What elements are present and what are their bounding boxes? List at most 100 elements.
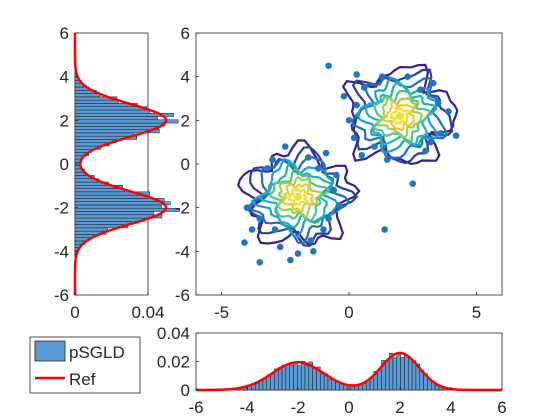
joint-y-tick-label: -6 <box>175 286 190 305</box>
scatter-point <box>417 86 424 94</box>
joint-panel: -6 -4 -2 0 2 4 6 -5 0 5 <box>175 24 503 322</box>
scatter-point <box>381 226 389 233</box>
contour-line <box>236 139 361 247</box>
scatter-point <box>332 171 340 179</box>
bottom-marginal-x-ticks: -6 -4 -2 0 2 4 6 <box>188 387 507 417</box>
legend-pSGLD-label: pSGLD <box>69 343 125 362</box>
scatter-point <box>269 156 276 163</box>
legend-pSGLD-swatch <box>34 340 66 362</box>
joint-x-tick-label: 0 <box>344 303 353 322</box>
left-y-tick-label: 0 <box>60 155 69 174</box>
scatter-point <box>325 215 332 222</box>
contour-line <box>287 187 309 207</box>
scatter-point <box>350 134 358 142</box>
joint-x-ticks: -5 0 5 <box>214 292 481 322</box>
left-y-tick-label: 6 <box>60 24 69 43</box>
bottom-hist-bar <box>320 373 325 391</box>
contour-line <box>277 175 323 219</box>
left-y-tick-label: 2 <box>60 111 69 130</box>
joint-contours <box>236 63 459 247</box>
bottom-x-tick-label: 4 <box>446 398 455 417</box>
bottom-hist-bar <box>408 358 413 391</box>
left-hist-bar <box>74 217 145 222</box>
scatter-point <box>315 165 322 172</box>
scatter-point <box>310 248 317 255</box>
left-hist-bar <box>74 122 165 127</box>
scatter-point <box>276 243 284 251</box>
joint-x-tick-label: 5 <box>472 303 481 322</box>
scatter-point <box>325 62 332 70</box>
bottom-hist-bar <box>385 361 390 391</box>
scatter-point <box>243 204 251 211</box>
bottom-hist-bar <box>285 363 290 391</box>
scatter-point <box>358 151 366 159</box>
scatter-point <box>271 226 279 233</box>
bottom-hist-bar <box>396 352 401 391</box>
joint-y-tick-label: 2 <box>181 111 190 130</box>
bottom-hist-bar <box>300 361 306 391</box>
scatter-point <box>294 250 302 257</box>
scatter-point <box>264 165 271 172</box>
legend-Ref-label: Ref <box>69 370 96 389</box>
left-y-tick-label: -4 <box>54 242 69 261</box>
scatter-point <box>304 154 312 161</box>
joint-y-tick-label: 0 <box>181 155 190 174</box>
joint-y-tick-label: 6 <box>181 24 190 43</box>
left-x-tick-label: 0 <box>70 303 79 322</box>
left-hist-bar <box>74 119 179 124</box>
joint-y-tick-label: -2 <box>175 199 190 218</box>
bottom-hist-bar <box>255 383 260 391</box>
left-hist-bar <box>74 211 154 216</box>
scatter-point <box>422 147 429 155</box>
scatter-point <box>340 93 348 100</box>
bottom-y-tick-label: 0 <box>181 381 190 400</box>
left-x-tick-label: 0.04 <box>131 303 164 322</box>
scatter-point <box>361 84 368 91</box>
left-hist-bar <box>74 126 159 130</box>
bottom-hist-bar <box>377 369 382 391</box>
joint-scatter-points <box>241 62 460 266</box>
bottom-hist-bar <box>270 373 275 391</box>
left-y-tick-label: -2 <box>54 199 69 218</box>
bottom-marginal-frame <box>195 332 503 391</box>
legend: pSGLD Ref <box>29 336 141 394</box>
scatter-point <box>256 215 264 222</box>
joint-y-tick-label: -4 <box>175 242 190 261</box>
bottom-x-tick-label: -2 <box>290 398 305 417</box>
contour-line <box>247 156 351 245</box>
bottom-hist-bar <box>312 368 317 391</box>
contour-line <box>376 96 424 139</box>
bottom-hist-bar <box>277 367 283 391</box>
scatter-point <box>281 143 289 150</box>
contour-line <box>372 89 432 145</box>
left-hist-bar <box>74 132 135 137</box>
bottom-hist-bar <box>289 364 294 391</box>
scatter-point <box>429 79 437 87</box>
left-hist-bar <box>74 201 171 206</box>
bottom-hist-bar <box>293 362 298 391</box>
joint-y-ticks: -6 -4 -2 0 2 4 6 <box>175 24 199 305</box>
bottom-y-tick-label: 0.04 <box>157 324 190 343</box>
scatter-point <box>256 258 264 266</box>
scatter-point <box>248 226 256 233</box>
scatter-point <box>404 73 411 80</box>
scatter-point <box>307 237 315 244</box>
bottom-hist-bar <box>304 365 310 391</box>
contour-line <box>258 161 334 229</box>
bottom-x-tick-label: 6 <box>497 398 506 417</box>
scatter-point <box>445 108 452 115</box>
left-hist-bar <box>74 93 101 98</box>
scatter-point <box>383 156 391 163</box>
scatter-point <box>371 143 378 150</box>
scatter-point <box>437 130 445 137</box>
scatter-point <box>353 71 360 78</box>
scatter-point <box>452 132 460 139</box>
bottom-hist-bar <box>297 365 302 391</box>
bottom-marginal-panel: 0 0.02 0.04 -6 -4 -2 0 2 4 6 <box>157 324 507 417</box>
bottom-hist-bar <box>327 378 333 391</box>
left-hist-bar <box>74 188 125 193</box>
left-marginal-y-ticks: -6 -4 -2 0 2 4 6 <box>54 24 78 305</box>
scatter-point <box>241 239 248 246</box>
scatter-point <box>345 117 353 124</box>
contour-line <box>281 183 315 213</box>
